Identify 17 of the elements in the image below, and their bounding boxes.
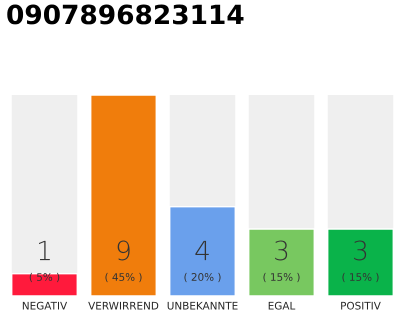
chart-title: 0907896823114 <box>7 4 244 24</box>
annotation: ( 45% ) <box>105 272 142 282</box>
annotation: ( 5% ) <box>30 272 60 282</box>
data-label: 1 <box>39 240 50 260</box>
annotation: ( 15% ) <box>342 272 379 282</box>
bar <box>11 272 78 296</box>
annotation: ( 20% ) <box>184 272 221 282</box>
data-label: 3 <box>354 240 366 260</box>
x-tick-label: EGAL <box>268 302 296 310</box>
annotation: ( 15% ) <box>263 272 300 282</box>
x-tick-label: NEGATIV <box>22 302 68 310</box>
data-label: 4 <box>195 240 209 260</box>
data-label: 3 <box>275 240 288 260</box>
data-label: 9 <box>118 240 130 260</box>
x-tick-label: UNBEKANNTE <box>168 302 238 310</box>
x-tick-label: VERWIRREND <box>88 302 158 310</box>
x-tick-label: POSITIV <box>341 302 381 310</box>
